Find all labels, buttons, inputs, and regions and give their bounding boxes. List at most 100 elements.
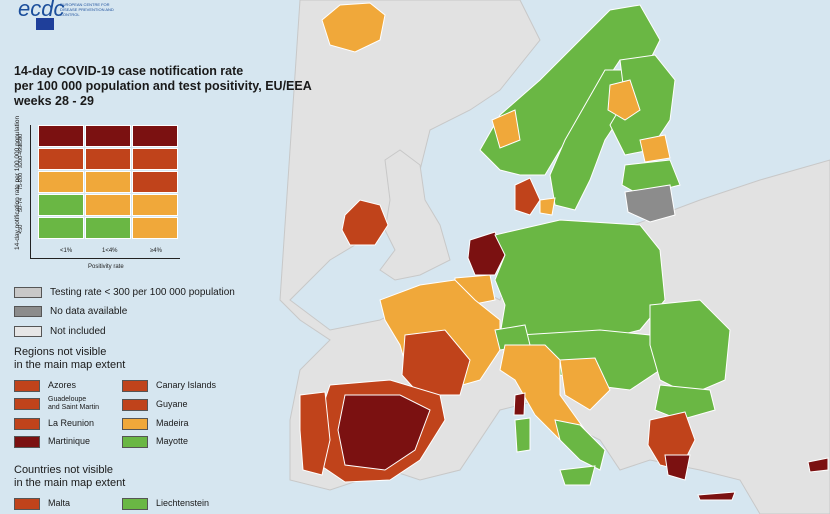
logo-text: ecdc [18,0,65,21]
region-madeira: Madeira [122,418,189,430]
matrix-x-label: ≥4% [150,248,162,254]
matrix-x-label: <1% [60,248,73,254]
sicily [559,465,596,486]
matrix-y-axis [30,125,31,259]
matrix-y-label: ≥200-499 [18,144,24,168]
matrix-cell [85,125,131,147]
romania [649,299,731,396]
legend-not-included: Not included [14,326,106,337]
country-liechtenstein: Liechtenstein [122,498,209,510]
matrix-y-label: 75-200 [18,172,24,190]
legend-testing-rate: Testing rate < 300 per 100 000 populatio… [14,287,235,298]
matrix-cell [132,125,178,147]
legend-label: Not included [50,326,106,337]
title-line-3: weeks 28 - 29 [14,94,94,108]
region-label: Guadeloupe and Saint Martin [48,396,99,412]
greece-south [664,454,691,481]
countries-title-line: Countries not visible [14,464,114,476]
denmark-islands [539,197,556,216]
legend-swatch [122,399,148,411]
legend-swatch [14,436,40,448]
region-label-line: Guadeloupe [48,396,87,403]
matrix-x-axis [30,258,180,259]
italy-south-green [554,419,606,471]
matrix-cell [132,194,178,216]
countries-title-line: in the main map extent [14,477,126,489]
legend-swatch [14,398,40,410]
country-malta: Malta [14,498,70,510]
region-mayotte: Mayotte [122,436,188,448]
finland-orange [607,79,641,121]
ireland [341,199,389,246]
region-label: Canary Islands [156,380,217,391]
region-canary-islands: Canary Islands [122,380,216,392]
lithuania [624,184,676,223]
country-label: Liechtenstein [156,498,210,509]
corsica [513,392,526,416]
eu-flag-icon [36,18,54,30]
matrix-x-label: 1<4% [102,248,118,254]
legend-swatch [122,498,148,510]
matrix-cell [85,194,131,216]
netherlands [467,231,506,276]
cyprus [807,457,829,473]
matrix-cell [85,148,131,170]
region-label: Martinique [48,436,91,447]
title-line-2: per 100 000 population and test positivi… [14,79,312,93]
matrix-cell [132,217,178,239]
map-title: 14-day COVID-19 case notification rate p… [14,64,312,109]
matrix-cell [38,217,84,239]
matrix-cell [85,217,131,239]
legend-swatch [14,380,40,392]
region-label: Guyane [156,399,188,410]
sardinia [514,417,531,453]
spain-dark [337,394,431,471]
legend-label: No data available [50,306,128,317]
regions-title: Regions not visible in the main map exte… [14,346,125,372]
matrix-y-label: <50 [18,224,24,234]
matrix-cell [38,171,84,193]
legend-swatch [122,418,148,430]
legend-swatch [14,326,42,337]
region-azores: Azores [14,380,76,392]
croatia-orange [559,357,611,411]
iceland [321,2,386,53]
region-label: Azores [48,380,77,391]
legend-no-data: No data available [14,306,127,317]
legend-swatch [14,498,40,510]
legend-swatch [122,380,148,392]
region-label: Mayotte [156,436,189,447]
matrix-x-title: Positivity rate [88,264,124,270]
regions-title-line: Regions not visible [14,346,107,358]
legend-label: Testing rate < 300 per 100 000 populatio… [50,287,235,298]
bulgaria [654,384,716,421]
denmark [514,177,541,216]
legend-swatch [14,418,40,430]
portugal [299,391,331,476]
title-line-1: 14-day COVID-19 case notification rate [14,64,244,78]
matrix-cell [38,148,84,170]
logo-subtitle: EUROPEAN CENTRE FOR DISEASE PREVENTION A… [60,2,114,17]
region-label: Madeira [156,418,189,429]
region-martinique: Martinique [14,436,90,448]
regions-title-line: in the main map extent [14,359,126,371]
countries-title: Countries not visible in the main map ex… [14,464,125,490]
crete [697,491,736,501]
finland-south-orange [639,134,671,163]
matrix-cell [38,125,84,147]
region-label-line: and Saint Martin [48,404,99,411]
matrix-cell [38,194,84,216]
region-la-reunion: La Reunion [14,418,94,430]
legend-swatch [122,436,148,448]
matrix-y-label: 50-74 [18,197,24,212]
region-guyane: Guyane [122,399,188,411]
matrix-cell [132,171,178,193]
country-label: Malta [48,498,71,509]
france-south-red [401,329,471,396]
legend-swatch [14,306,42,317]
legend-swatch [14,287,42,298]
matrix-cell [132,148,178,170]
norway-south-orange [491,109,521,149]
matrix-cell [85,171,131,193]
